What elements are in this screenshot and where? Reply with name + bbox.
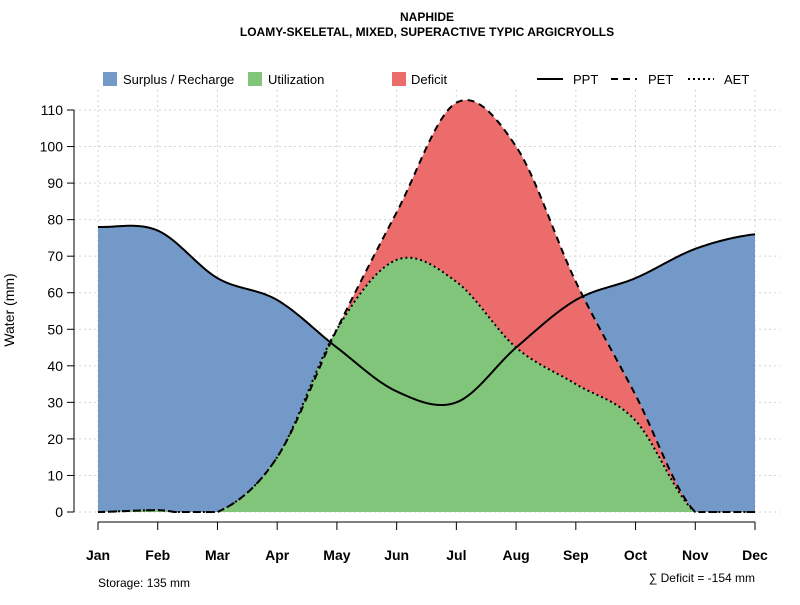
line-ppt xyxy=(97,224,756,407)
x-tick-label-feb: Feb xyxy=(145,547,170,563)
y-tick-label-70: 70 xyxy=(47,248,63,264)
legend-label-surplus: Surplus / Recharge xyxy=(123,72,234,87)
y-tick-label-90: 90 xyxy=(47,175,63,191)
legend-swatch-deficit xyxy=(392,72,406,86)
y-tick-label-60: 60 xyxy=(47,285,63,301)
y-tick-label-50: 50 xyxy=(47,321,63,337)
legend-label-pet: PET xyxy=(648,72,673,87)
y-tick-label-80: 80 xyxy=(47,212,63,228)
y-axis-label: Water (mm) xyxy=(1,273,17,346)
area-deficit xyxy=(98,100,755,512)
axes: 0 10 20 30 40 50 60 70 80 90 100 110 Jan Feb Mar Apr May… xyxy=(40,102,768,563)
line-pet xyxy=(97,99,755,513)
x-tick-label-jan: Jan xyxy=(86,547,110,563)
y-tick-label-20: 20 xyxy=(47,431,63,447)
area-surplus-recharge xyxy=(98,100,755,512)
y-tick-label-0: 0 xyxy=(55,504,63,520)
storage-annotation: Storage: 135 mm xyxy=(98,576,190,590)
legend-label-utilization: Utilization xyxy=(268,72,324,87)
x-tick-label-oct: Oct xyxy=(624,547,648,563)
x-tick-label-nov: Nov xyxy=(682,547,709,563)
x-tick-label-apr: Apr xyxy=(265,547,290,563)
x-tick-label-may: May xyxy=(323,547,350,563)
area-utilization-base xyxy=(98,342,755,512)
area-utilization xyxy=(98,225,755,406)
legend-swatch-utilization xyxy=(248,72,262,86)
legend-label-ppt: PPT xyxy=(573,72,598,87)
series-lines xyxy=(97,99,756,513)
x-tick-label-sep: Sep xyxy=(563,547,589,563)
deficit-annotation: ∑ Deficit = -154 mm xyxy=(649,571,755,585)
x-tick-label-jun: Jun xyxy=(384,547,409,563)
y-tick-label-10: 10 xyxy=(47,467,63,483)
y-tick-label-100: 100 xyxy=(40,139,64,155)
legend-label-deficit: Deficit xyxy=(411,72,448,87)
y-tick-label-30: 30 xyxy=(47,394,63,410)
areas xyxy=(98,100,755,512)
legend-swatch-surplus xyxy=(103,72,117,86)
x-tick-label-jul: Jul xyxy=(446,547,466,563)
legend: Surplus / Recharge Utilization Deficit P… xyxy=(103,72,749,87)
chart-subtitle: LOAMY-SKELETAL, MIXED, SUPERACTIVE TYPIC… xyxy=(240,25,614,39)
x-tick-label-mar: Mar xyxy=(205,547,230,563)
chart-title: NAPHIDE xyxy=(400,10,454,24)
line-aet xyxy=(97,256,755,513)
x-tick-label-aug: Aug xyxy=(502,547,529,563)
x-tick-label-dec: Dec xyxy=(742,547,768,563)
y-tick-label-110: 110 xyxy=(41,102,64,118)
legend-label-aet: AET xyxy=(724,72,749,87)
y-tick-label-40: 40 xyxy=(47,358,63,374)
